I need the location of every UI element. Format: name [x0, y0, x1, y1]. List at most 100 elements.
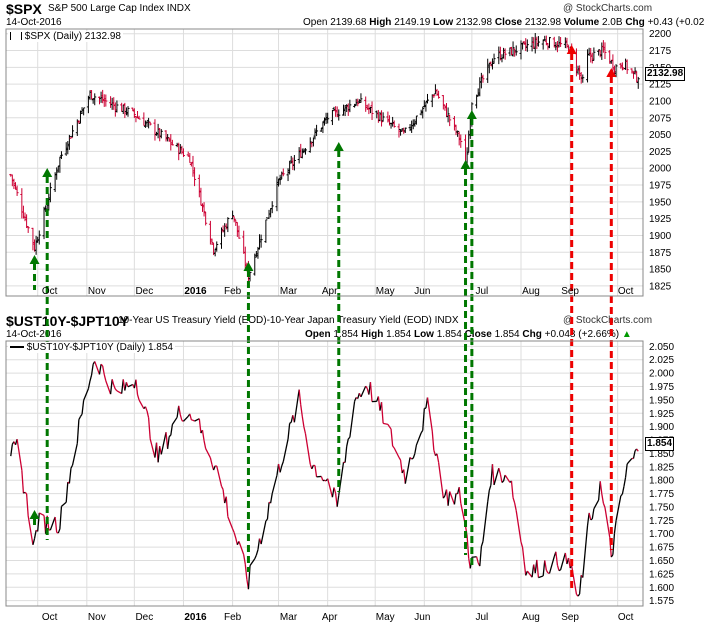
- line-segment: [10, 444, 13, 457]
- line-segment: [382, 422, 389, 426]
- line-segment: [392, 445, 395, 449]
- top-x-tick-label: Sep: [561, 286, 579, 297]
- line-segment: [59, 506, 63, 529]
- ohlc-bar: [565, 37, 569, 49]
- line-segment: [65, 481, 69, 503]
- bottom-y-tick-label: 1.975: [649, 382, 674, 393]
- line-segment: [588, 512, 592, 521]
- top-watermark: @ StockCharts.com: [563, 3, 653, 14]
- line-segment: [70, 464, 74, 469]
- line-segment: [333, 487, 337, 494]
- ohlc-bar: [14, 182, 18, 190]
- bottom-y-tick-label: 1.650: [649, 556, 674, 567]
- bottom-y-tick-label: 1.750: [649, 502, 674, 513]
- ohlc-bar: [42, 206, 46, 240]
- ohlc-bar: [433, 84, 437, 95]
- ohlc-bar: [321, 121, 325, 134]
- annotation-arrow-head: [333, 142, 344, 151]
- line-segment: [604, 507, 611, 538]
- line-segment: [257, 538, 261, 550]
- ohlc-bar: [519, 40, 523, 60]
- ohlc-bar: [421, 106, 425, 119]
- ohlc-bar: [603, 42, 607, 59]
- annotation-arrow-head: [29, 510, 40, 519]
- line-segment: [146, 410, 150, 418]
- annotation-arrow-head: [466, 110, 477, 119]
- line-segment: [586, 512, 590, 526]
- line-segment: [404, 457, 411, 484]
- ohlc-bar: [343, 104, 347, 117]
- line-segment: [314, 465, 318, 477]
- line-segment: [105, 380, 112, 395]
- ohlc-bar: [620, 62, 624, 71]
- line-segment: [157, 446, 161, 463]
- bottom-stats: Open 1.854 High 1.854 Low 1.854 Close 1.…: [305, 329, 632, 340]
- line-segment: [32, 538, 36, 545]
- ohlc-bar: [525, 39, 529, 52]
- line-segment: [514, 502, 517, 511]
- bottom-y-tick-label: 2.000: [649, 369, 674, 380]
- ohlc-bar: [376, 109, 380, 123]
- bottom-y-tick-label: 1.600: [649, 583, 674, 594]
- ohlc-bar: [524, 38, 528, 52]
- line-segment: [480, 541, 484, 547]
- line-segment: [453, 493, 457, 505]
- line-segment: [526, 570, 533, 578]
- ohlc-bar: [403, 127, 407, 133]
- ohlc-bar: [286, 168, 290, 182]
- line-segment: [209, 457, 213, 465]
- ohlc-bar: [142, 112, 146, 126]
- annotation-arrow: [243, 262, 254, 572]
- line-segment: [597, 481, 601, 501]
- top-y-tick-label: 2050: [649, 130, 672, 141]
- line-segment: [601, 493, 605, 504]
- line-segment: [542, 560, 546, 576]
- ohlc-bar: [97, 96, 101, 105]
- ohlc-bar: [636, 76, 640, 89]
- top-x-tick-label: Jul: [475, 286, 488, 297]
- ohlc-bar: [448, 114, 452, 127]
- ohlc-bar: [20, 188, 24, 219]
- ohlc-bar: [202, 202, 206, 217]
- line-segment: [466, 535, 470, 559]
- line-segment: [201, 430, 205, 441]
- ohlc-bar: [479, 72, 483, 89]
- ohlc-bar: [126, 106, 130, 117]
- line-segment: [144, 406, 148, 412]
- line-segment: [324, 479, 327, 482]
- ohlc-bar: [324, 112, 328, 124]
- line-segment: [632, 450, 636, 459]
- line-segment: [636, 448, 639, 452]
- ohlc-bar: [378, 111, 382, 122]
- spx-ohlc-series: [9, 33, 640, 283]
- ohlc-bar: [31, 227, 35, 251]
- bottom-x-tick-label: May: [376, 612, 395, 623]
- ohlc-bar: [115, 100, 119, 113]
- line-segment: [149, 438, 156, 458]
- line-segment: [493, 468, 500, 486]
- ohlc-bar: [15, 185, 19, 196]
- ohlc-bar: [497, 46, 501, 65]
- ohlc-bar: [58, 156, 62, 173]
- line-segment: [479, 546, 483, 567]
- ohlc-bar: [137, 115, 141, 120]
- bottom-y-tick-label: 1.900: [649, 422, 674, 433]
- ohlc-bar: [635, 71, 639, 83]
- line-segment: [136, 394, 140, 401]
- line-segment: [582, 525, 589, 578]
- line-segment: [311, 464, 315, 470]
- line-segment: [49, 516, 56, 531]
- line-segment: [612, 533, 616, 555]
- ohlc-bar: [502, 47, 506, 59]
- ohlc-bar: [590, 52, 594, 64]
- ohlc-bar: [147, 117, 151, 129]
- bottom-x-tick-label: Jun: [414, 612, 430, 623]
- line-segment: [331, 487, 335, 498]
- line-segment: [71, 443, 78, 466]
- ohlc-bar: [467, 130, 471, 153]
- top-x-tick-label: Apr: [322, 286, 338, 297]
- ohlc-bar: [109, 96, 113, 108]
- line-segment: [244, 564, 248, 580]
- line-segment: [38, 512, 45, 517]
- line-segment: [98, 364, 102, 375]
